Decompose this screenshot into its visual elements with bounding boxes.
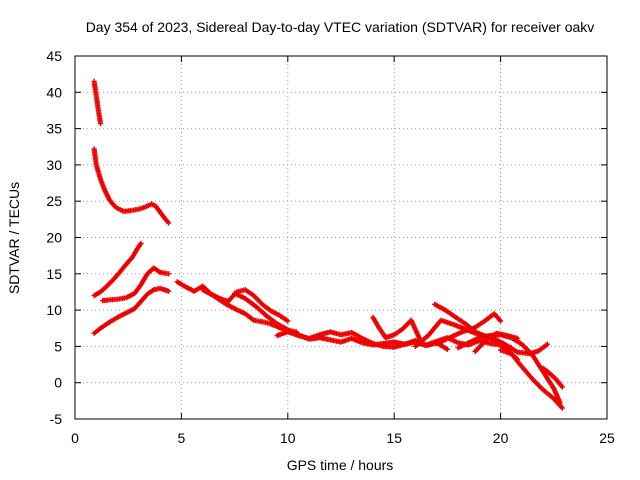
data-point <box>138 240 144 246</box>
series-arc-10 <box>370 314 423 342</box>
y-tick-label: -5 <box>50 411 63 427</box>
data-point <box>285 318 291 324</box>
data-point <box>559 384 565 390</box>
y-tick-label: 40 <box>46 84 62 100</box>
data-point <box>444 346 450 352</box>
series-arc-15 <box>498 347 565 411</box>
series-arc-17 <box>540 365 565 390</box>
y-tick-label: 45 <box>46 48 62 64</box>
series-arc-4 <box>100 265 172 304</box>
x-axis-label: GPS time / hours <box>287 457 394 473</box>
series-arc-13 <box>434 311 504 347</box>
series-arc-5 <box>91 285 172 336</box>
y-tick-label: 35 <box>46 121 62 137</box>
x-tick-label: 5 <box>178 430 186 446</box>
x-tick-label: 25 <box>599 430 615 446</box>
axis-ticks <box>74 55 608 420</box>
series-arc-1 <box>91 78 104 127</box>
data-point <box>544 341 551 347</box>
data-point <box>97 120 104 127</box>
chart-title: Day 354 of 2023, Sidereal Day-to-day VTE… <box>86 19 595 35</box>
x-tick-label: 10 <box>280 430 296 446</box>
x-tick-labels: 0 5 10 15 20 25 <box>71 430 615 446</box>
y-tick-label: 25 <box>46 193 62 209</box>
series-arc-3 <box>91 240 144 299</box>
data-marks <box>91 78 565 411</box>
y-tick-label: 10 <box>46 302 62 318</box>
y-tick-label: 15 <box>46 266 62 282</box>
x-tick-label: 0 <box>71 430 79 446</box>
data-point <box>559 405 565 411</box>
y-tick-label: 5 <box>54 338 62 354</box>
series-arc-2 <box>91 146 172 226</box>
x-tick-label: 15 <box>386 430 402 446</box>
data-point <box>166 288 172 294</box>
data-point <box>498 318 504 324</box>
y-tick-label: 30 <box>46 157 62 173</box>
y-axis-label: SDTVAR / TECUs <box>6 182 22 294</box>
data-point <box>166 271 172 277</box>
series-arc-16 <box>472 330 521 355</box>
data-point <box>515 335 521 342</box>
x-tick-label: 20 <box>493 430 509 446</box>
data-point <box>166 220 172 226</box>
y-tick-label: 0 <box>54 375 62 391</box>
y-tick-label: 20 <box>46 230 62 246</box>
y-tick-labels: -5 0 5 10 15 20 25 30 35 40 45 <box>46 48 62 427</box>
